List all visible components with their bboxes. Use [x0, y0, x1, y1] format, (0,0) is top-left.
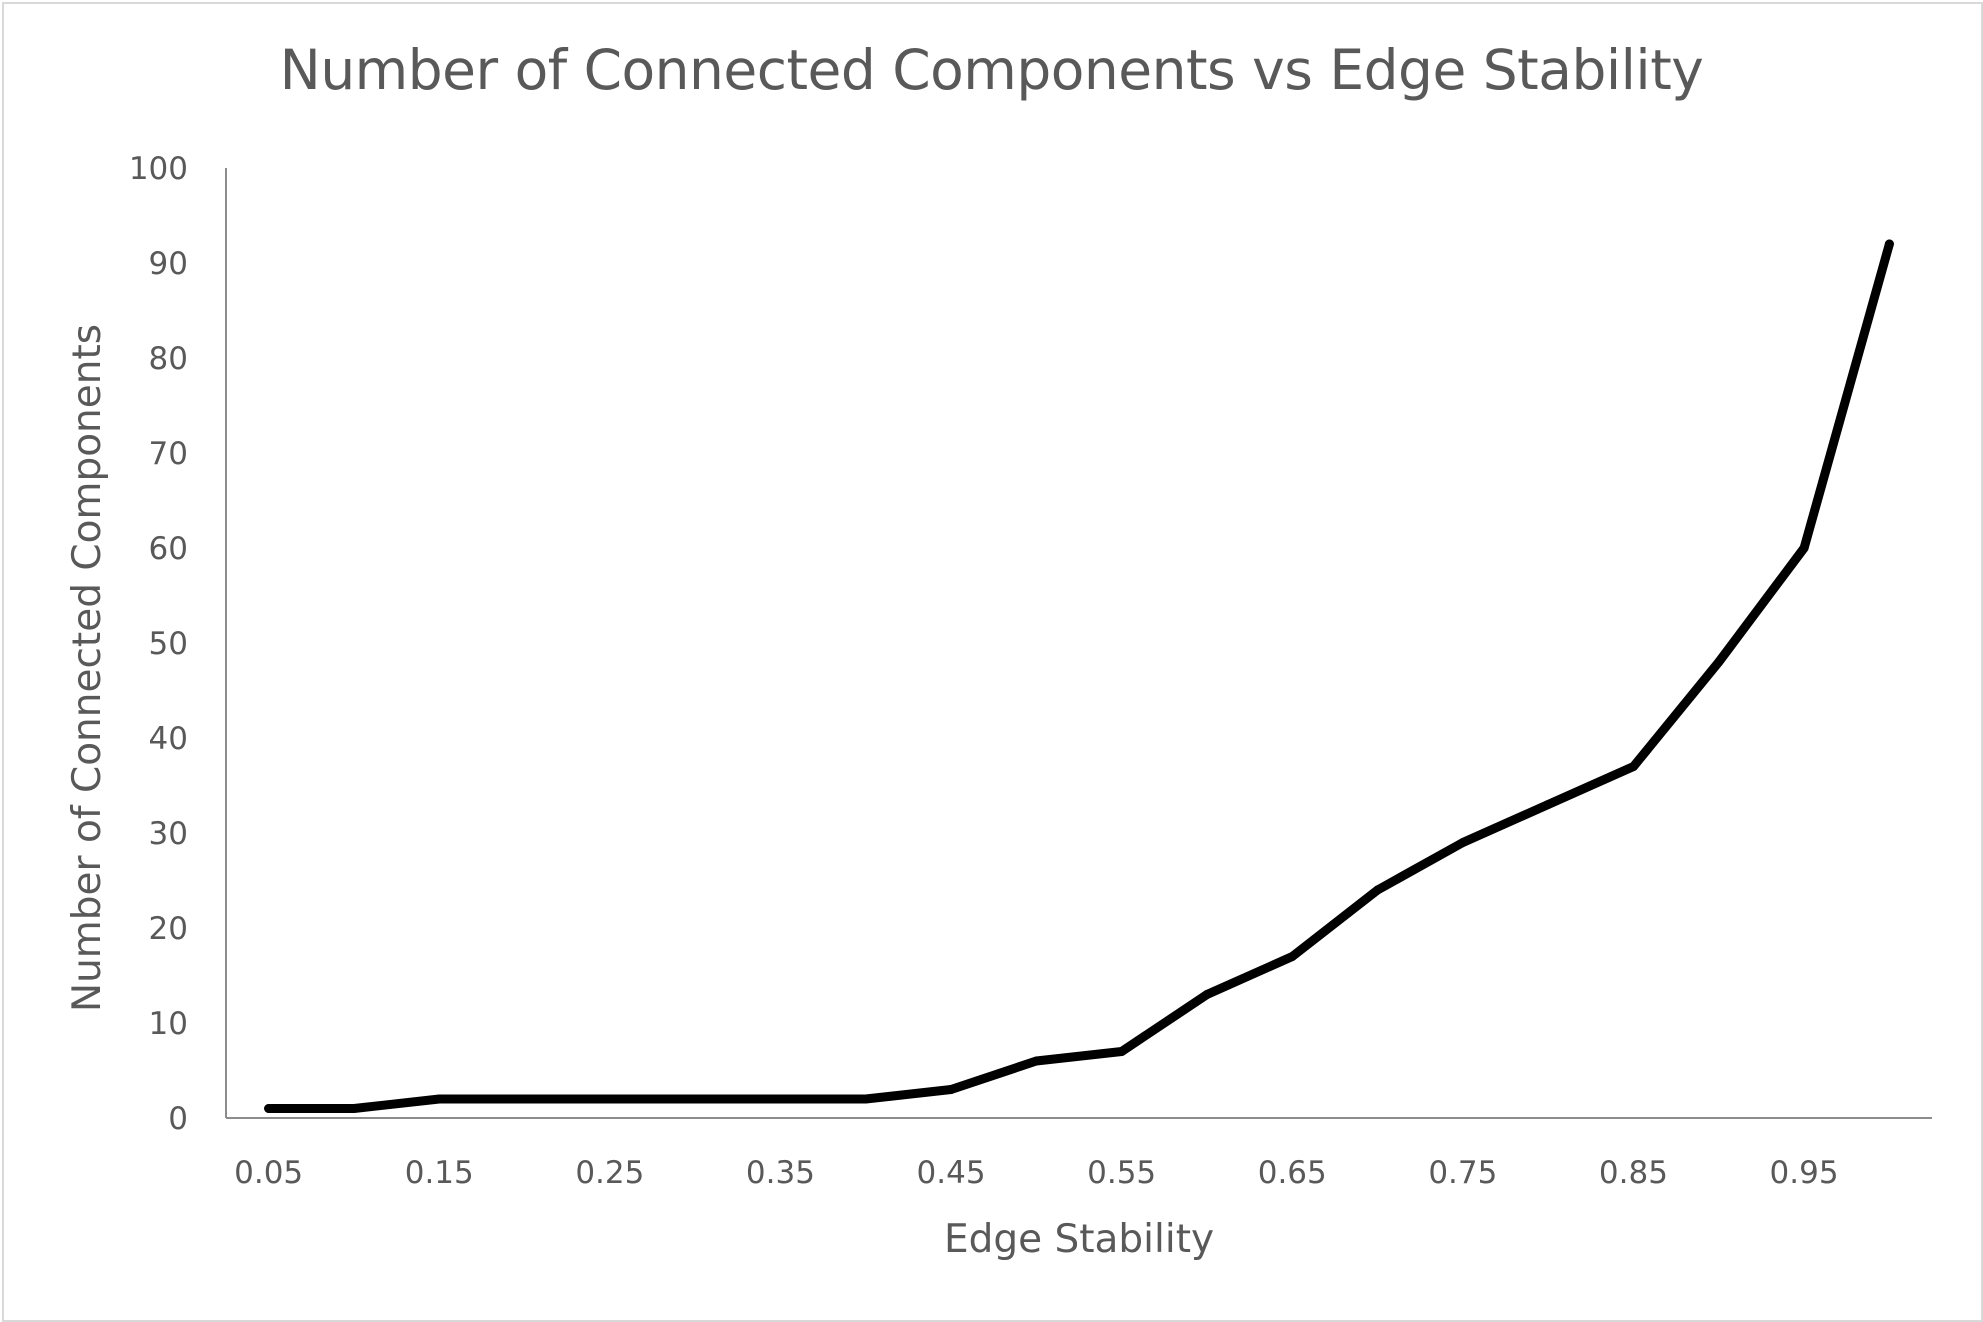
data-point — [1287, 952, 1297, 961]
y-tick-label: 50 — [149, 626, 188, 662]
data-point — [349, 1104, 359, 1113]
data-point — [1202, 990, 1212, 999]
series-group — [264, 239, 1894, 1113]
data-point — [1458, 838, 1468, 847]
y-tick-label: 60 — [149, 531, 188, 567]
data-point — [1714, 657, 1724, 667]
data-point — [1543, 800, 1553, 809]
x-tick-label: 0.65 — [1258, 1155, 1327, 1191]
series-line — [264, 239, 1894, 1113]
data-point — [1799, 543, 1809, 553]
y-tick-label: 70 — [149, 436, 188, 472]
x-tick-label: 0.15 — [405, 1155, 474, 1191]
data-point — [946, 1085, 956, 1094]
y-axis-tick-labels: 0 10 20 30 40 50 60 70 80 90 100 — [129, 151, 188, 1137]
data-point — [1628, 762, 1638, 771]
y-tick-label: 100 — [129, 151, 188, 187]
x-tick-label: 0.95 — [1770, 1155, 1839, 1191]
y-tick-label: 90 — [149, 246, 188, 282]
x-tick-label: 0.55 — [1087, 1155, 1156, 1191]
y-tick-label: 10 — [149, 1006, 188, 1042]
x-tick-label: 0.45 — [917, 1155, 986, 1191]
chart-title: Number of Connected Components vs Edge S… — [279, 38, 1704, 102]
x-axis-tick-labels: 0.05 0.15 0.25 0.35 0.45 0.55 0.65 0.75 0.85 0.95 — [234, 1155, 1838, 1191]
data-point — [520, 1094, 530, 1104]
x-axis-title: Edge Stability — [944, 1217, 1214, 1262]
data-point — [1373, 885, 1383, 895]
x-tick-label: 0.85 — [1599, 1155, 1668, 1191]
data-point — [690, 1094, 700, 1104]
x-tick-label: 0.75 — [1428, 1155, 1497, 1191]
y-axis-title: Number of Connected Components — [65, 324, 110, 1012]
data-point — [434, 1094, 444, 1104]
y-tick-label: 40 — [149, 721, 188, 757]
data-point — [1884, 239, 1894, 249]
data-point — [861, 1094, 871, 1104]
y-tick-label: 30 — [149, 816, 188, 852]
x-tick-label: 0.35 — [746, 1155, 815, 1191]
data-point — [1031, 1056, 1041, 1066]
data-point — [264, 1104, 274, 1113]
y-tick-label: 0 — [168, 1101, 188, 1137]
data-point — [775, 1094, 785, 1104]
y-tick-label: 80 — [149, 341, 188, 377]
x-tick-label: 0.05 — [234, 1155, 303, 1191]
data-point — [605, 1094, 615, 1104]
data-point — [1117, 1047, 1127, 1056]
y-tick-label: 20 — [149, 911, 188, 947]
x-tick-label: 0.25 — [575, 1155, 644, 1191]
